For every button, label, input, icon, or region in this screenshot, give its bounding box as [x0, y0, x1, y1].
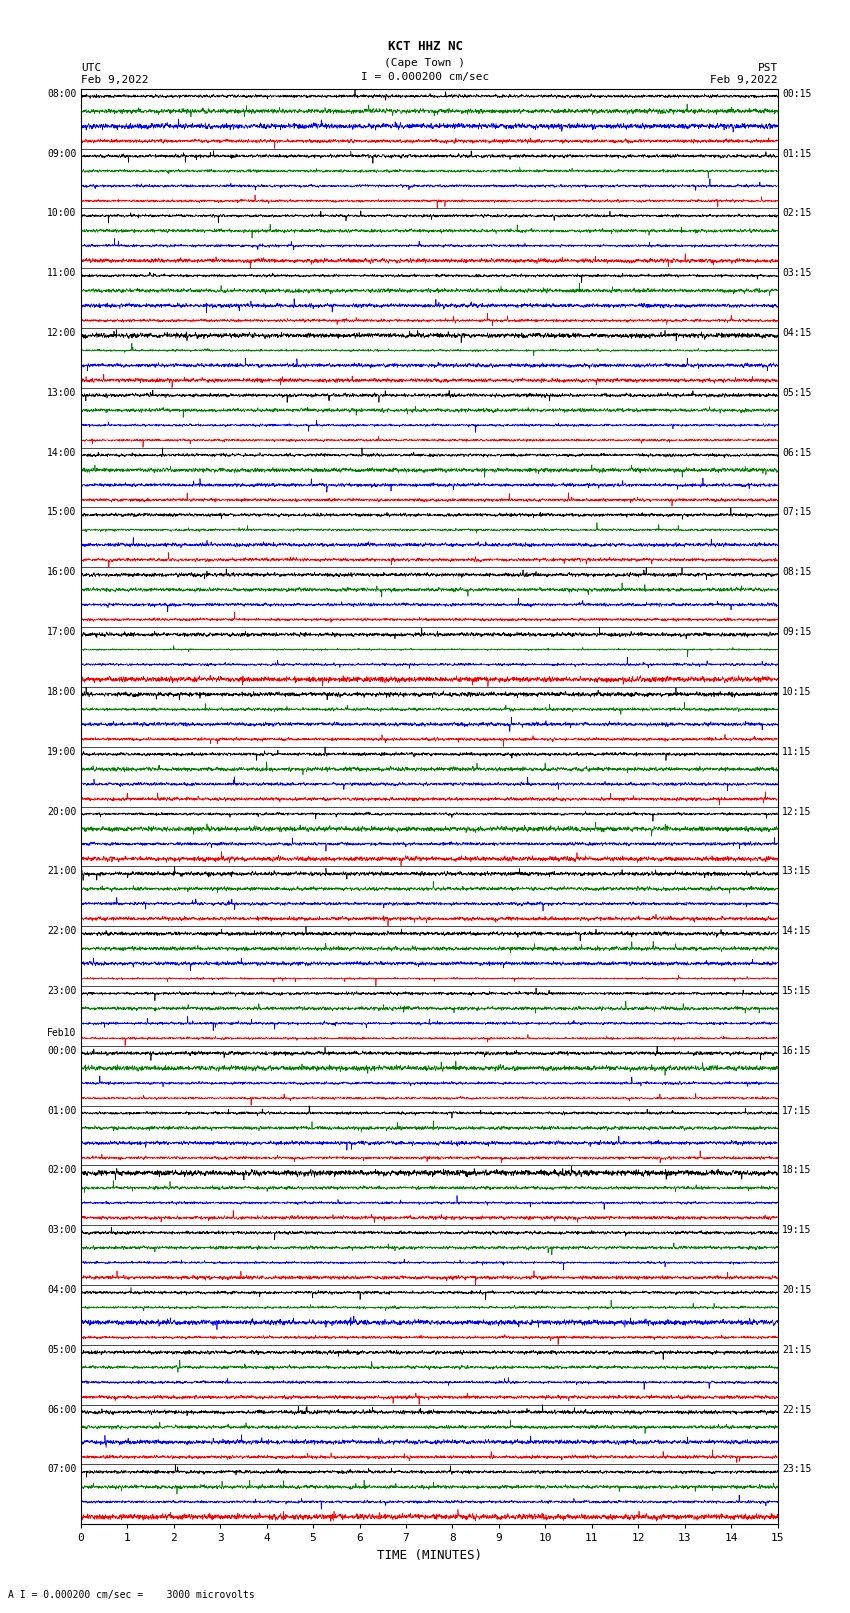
- Text: 16:15: 16:15: [782, 1045, 812, 1057]
- Text: 09:15: 09:15: [782, 627, 812, 637]
- Text: 11:00: 11:00: [47, 268, 76, 277]
- Text: 09:00: 09:00: [47, 148, 76, 158]
- Text: (Cape Town ): (Cape Town ): [384, 58, 466, 68]
- Text: 22:15: 22:15: [782, 1405, 812, 1415]
- Text: Feb 9,2022: Feb 9,2022: [81, 76, 148, 85]
- Text: I = 0.000200 cm/sec: I = 0.000200 cm/sec: [361, 73, 489, 82]
- Text: 03:00: 03:00: [47, 1226, 76, 1236]
- Text: 02:15: 02:15: [782, 208, 812, 218]
- Text: 10:15: 10:15: [782, 687, 812, 697]
- Text: 20:15: 20:15: [782, 1286, 812, 1295]
- Text: 23:15: 23:15: [782, 1465, 812, 1474]
- Text: 04:15: 04:15: [782, 327, 812, 339]
- Text: 02:00: 02:00: [47, 1165, 76, 1176]
- Text: 14:00: 14:00: [47, 447, 76, 458]
- Text: A I = 0.000200 cm/sec =    3000 microvolts: A I = 0.000200 cm/sec = 3000 microvolts: [8, 1590, 255, 1600]
- Text: 19:15: 19:15: [782, 1226, 812, 1236]
- Text: 20:00: 20:00: [47, 806, 76, 816]
- Text: 10:00: 10:00: [47, 208, 76, 218]
- Text: 00:15: 00:15: [782, 89, 812, 98]
- Text: 18:00: 18:00: [47, 687, 76, 697]
- Text: Feb10: Feb10: [47, 1027, 76, 1037]
- Text: 23:00: 23:00: [47, 986, 76, 995]
- Text: 19:00: 19:00: [47, 747, 76, 756]
- Text: 17:00: 17:00: [47, 627, 76, 637]
- Text: 05:15: 05:15: [782, 387, 812, 398]
- Text: 03:15: 03:15: [782, 268, 812, 277]
- Text: 01:15: 01:15: [782, 148, 812, 158]
- Text: 15:15: 15:15: [782, 986, 812, 995]
- Text: 22:00: 22:00: [47, 926, 76, 936]
- Text: 05:00: 05:00: [47, 1345, 76, 1355]
- Text: 08:00: 08:00: [47, 89, 76, 98]
- Text: 21:00: 21:00: [47, 866, 76, 876]
- Text: 07:00: 07:00: [47, 1465, 76, 1474]
- Text: KCT HHZ NC: KCT HHZ NC: [388, 40, 462, 53]
- Text: Feb 9,2022: Feb 9,2022: [711, 76, 778, 85]
- Text: 21:15: 21:15: [782, 1345, 812, 1355]
- Text: 00:00: 00:00: [47, 1045, 76, 1057]
- Text: 06:00: 06:00: [47, 1405, 76, 1415]
- Text: PST: PST: [757, 63, 778, 73]
- Text: 15:00: 15:00: [47, 508, 76, 518]
- Text: 11:15: 11:15: [782, 747, 812, 756]
- Text: 18:15: 18:15: [782, 1165, 812, 1176]
- Text: 06:15: 06:15: [782, 447, 812, 458]
- Text: 14:15: 14:15: [782, 926, 812, 936]
- Text: 04:00: 04:00: [47, 1286, 76, 1295]
- Text: 08:15: 08:15: [782, 568, 812, 577]
- Text: 01:00: 01:00: [47, 1105, 76, 1116]
- Text: 16:00: 16:00: [47, 568, 76, 577]
- Text: UTC: UTC: [81, 63, 101, 73]
- X-axis label: TIME (MINUTES): TIME (MINUTES): [377, 1548, 482, 1561]
- Text: 13:00: 13:00: [47, 387, 76, 398]
- Text: 12:00: 12:00: [47, 327, 76, 339]
- Text: 12:15: 12:15: [782, 806, 812, 816]
- Text: 13:15: 13:15: [782, 866, 812, 876]
- Text: 17:15: 17:15: [782, 1105, 812, 1116]
- Text: 07:15: 07:15: [782, 508, 812, 518]
